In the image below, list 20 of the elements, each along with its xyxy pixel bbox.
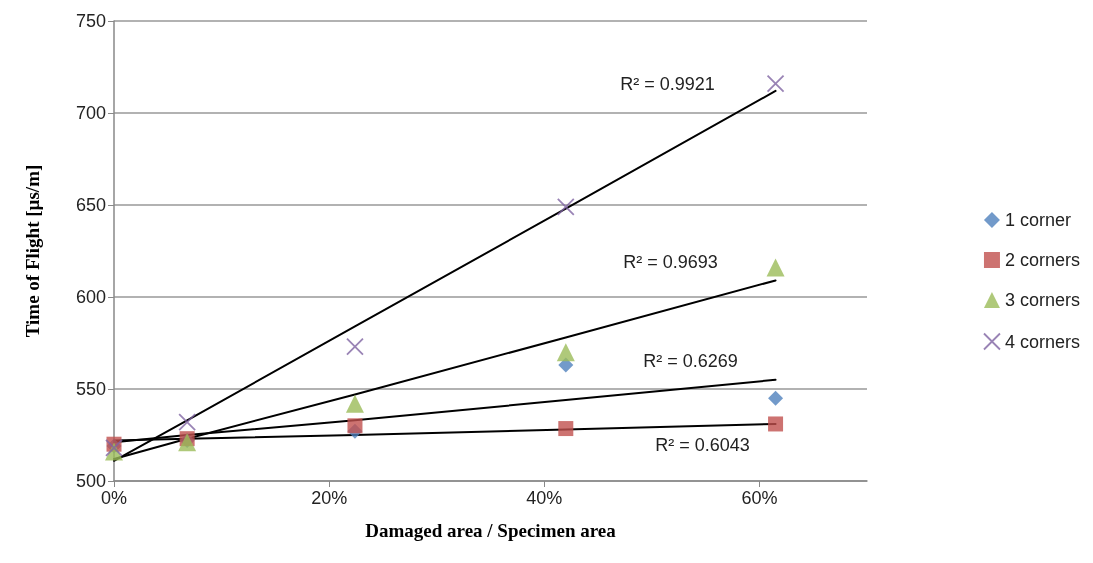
annotation: R² = 0.9921 [620,73,715,94]
y-tick-label: 600 [75,287,106,307]
legend-label: 1 corner [1004,210,1072,230]
x-tick-label: 20% [311,488,348,508]
legend-label: 2 corners [1004,250,1081,270]
x-axis-title: Damaged area / Specimen area [365,520,617,541]
annotation: R² = 0.9693 [623,252,718,273]
y-tick-label: 650 [75,195,106,215]
y-tick-label: 500 [75,471,106,491]
legend-label: 4 corners [1004,331,1081,352]
x-tick-label: 40% [526,488,563,508]
annotation: R² = 0.6043 [655,434,750,455]
x-tick-label: 0% [100,488,128,508]
annotation: R² = 0.6269 [643,350,738,371]
x-tick-label: 60% [741,488,778,508]
y-axis-title: Time of Flight [µs/m] [22,164,43,338]
y-tick-label: 750 [75,11,106,31]
legend-label: 3 corners [1004,290,1081,310]
y-tick-label: 700 [75,103,106,123]
y-tick-label: 550 [75,379,106,399]
